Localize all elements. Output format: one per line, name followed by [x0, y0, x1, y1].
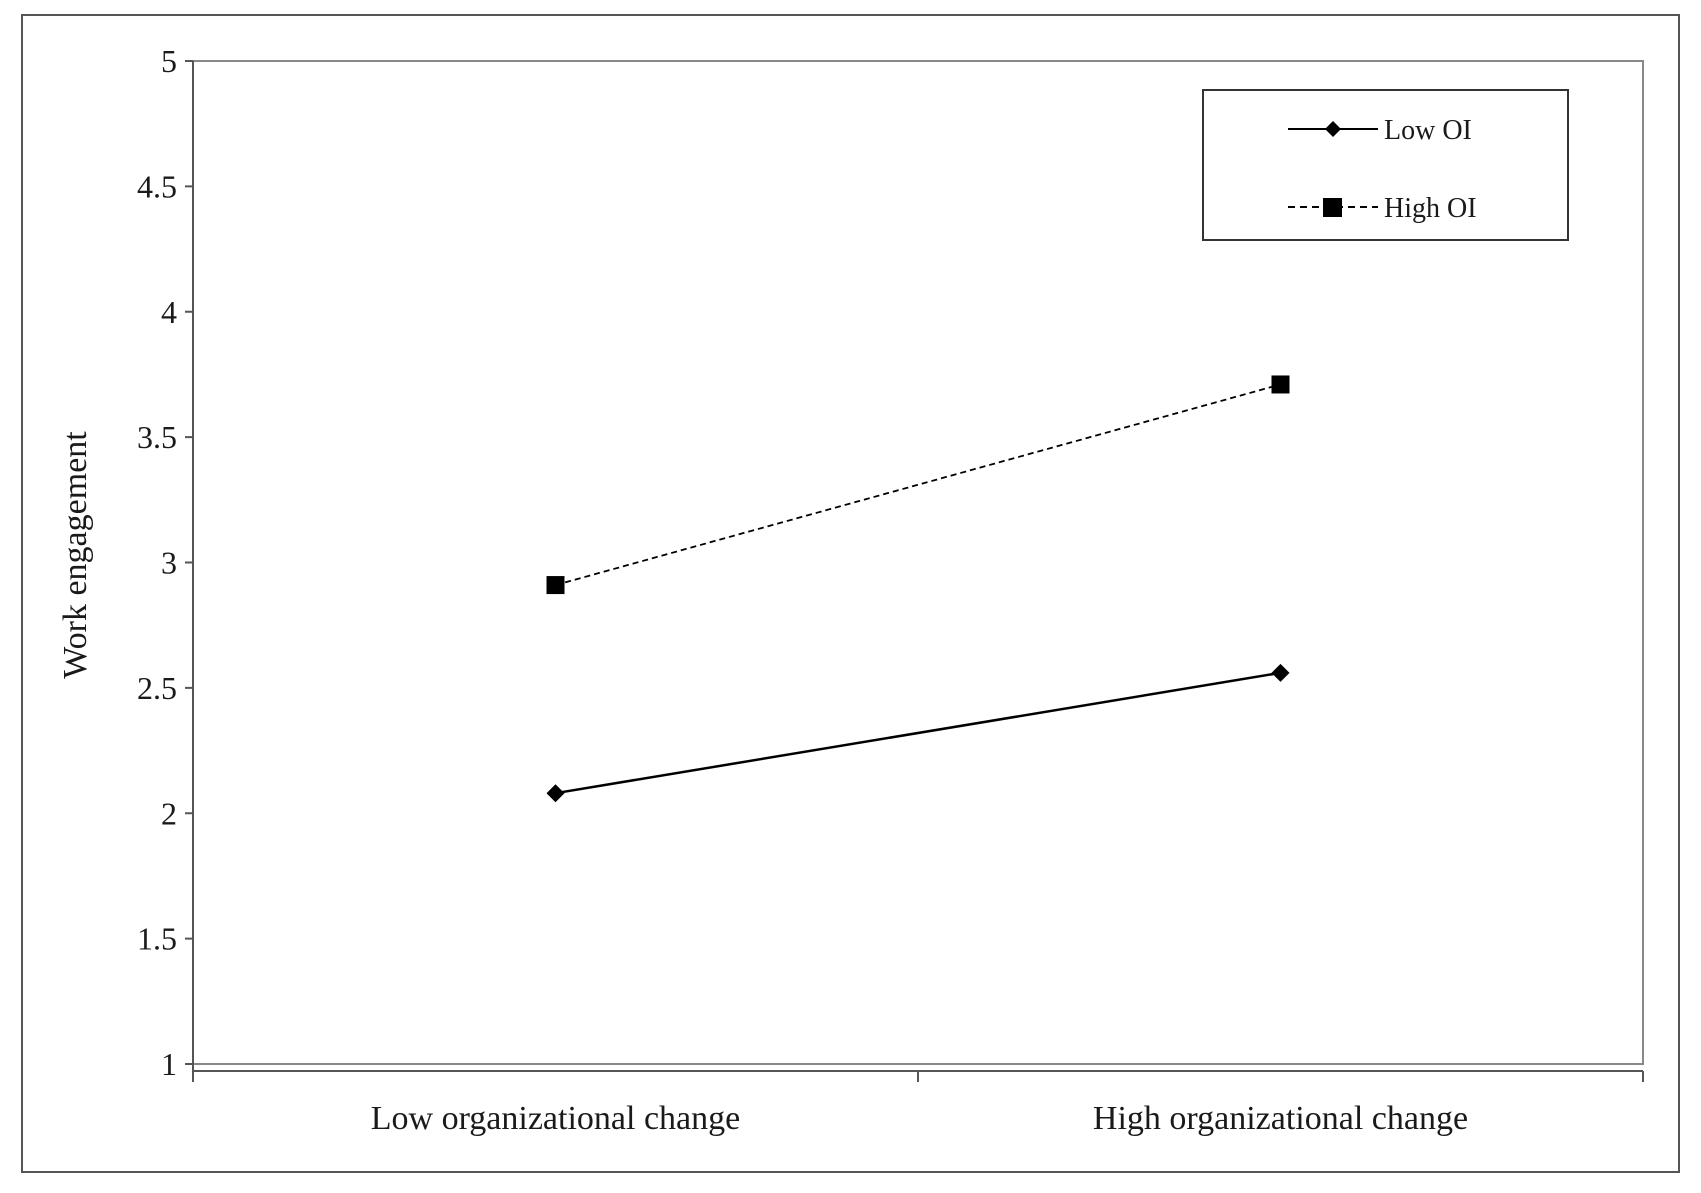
- x-axis: Low organizational change High organizati…: [192, 1070, 1644, 1137]
- y-tick-label: 4: [161, 294, 177, 330]
- y-tick-label: 2: [161, 795, 177, 831]
- legend-square-marker: [1323, 198, 1342, 217]
- x-tick-label: Low organizational change: [371, 1100, 740, 1137]
- y-tick-label: 3: [161, 545, 177, 581]
- series-layer: [546, 375, 1290, 803]
- legend-label-low-oi: Low OI: [1384, 115, 1472, 146]
- legend-label-high-oi: High OI: [1384, 193, 1477, 224]
- x-tick-label: High organizational change: [1093, 1100, 1468, 1137]
- data-point-high-oi: [1271, 375, 1290, 394]
- data-point-low-oi: [1271, 663, 1290, 682]
- y-tick-label: 3.5: [137, 419, 177, 455]
- y-axis-label: Work engagement: [57, 431, 94, 679]
- data-point-low-oi: [546, 784, 565, 803]
- y-axis: 1 1.5 2 2.5 3 3.5 4 4.5 5: [137, 43, 194, 1082]
- data-point-high-oi: [546, 576, 565, 595]
- series-line-high-oi: [555, 383, 1281, 586]
- legend-diamond-marker: [1325, 121, 1341, 137]
- y-tick-label: 2.5: [137, 670, 177, 706]
- y-tick-label: 1.5: [137, 921, 177, 957]
- legend: Low OI High OI: [1202, 89, 1569, 241]
- y-tick-label: 5: [161, 43, 177, 79]
- series-line-low-oi: [555, 671, 1281, 795]
- legend-box: [1202, 89, 1569, 241]
- y-tick-label: 4.5: [137, 168, 177, 204]
- y-tick-label: 1: [161, 1046, 177, 1082]
